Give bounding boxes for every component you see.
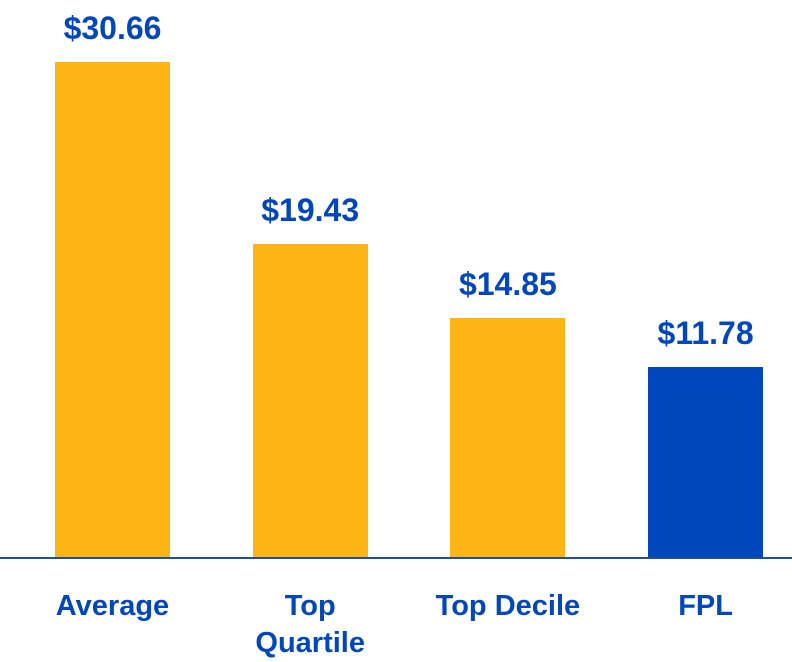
value-label: $30.66: [63, 10, 162, 46]
bar: [648, 367, 764, 558]
value-label: $19.43: [261, 191, 360, 228]
x-tick-label: Top Decile: [435, 590, 581, 622]
value-label: $14.85: [458, 265, 557, 302]
x-axis: [0, 557, 792, 559]
bar: [450, 317, 566, 558]
x-tick-label: Top Quartile: [255, 590, 365, 659]
value-label: $11.78: [657, 315, 754, 352]
x-tick-label: Average: [55, 590, 170, 622]
bar: [55, 62, 170, 558]
x-tick-label: FPL: [678, 590, 733, 622]
bar: [252, 243, 368, 558]
